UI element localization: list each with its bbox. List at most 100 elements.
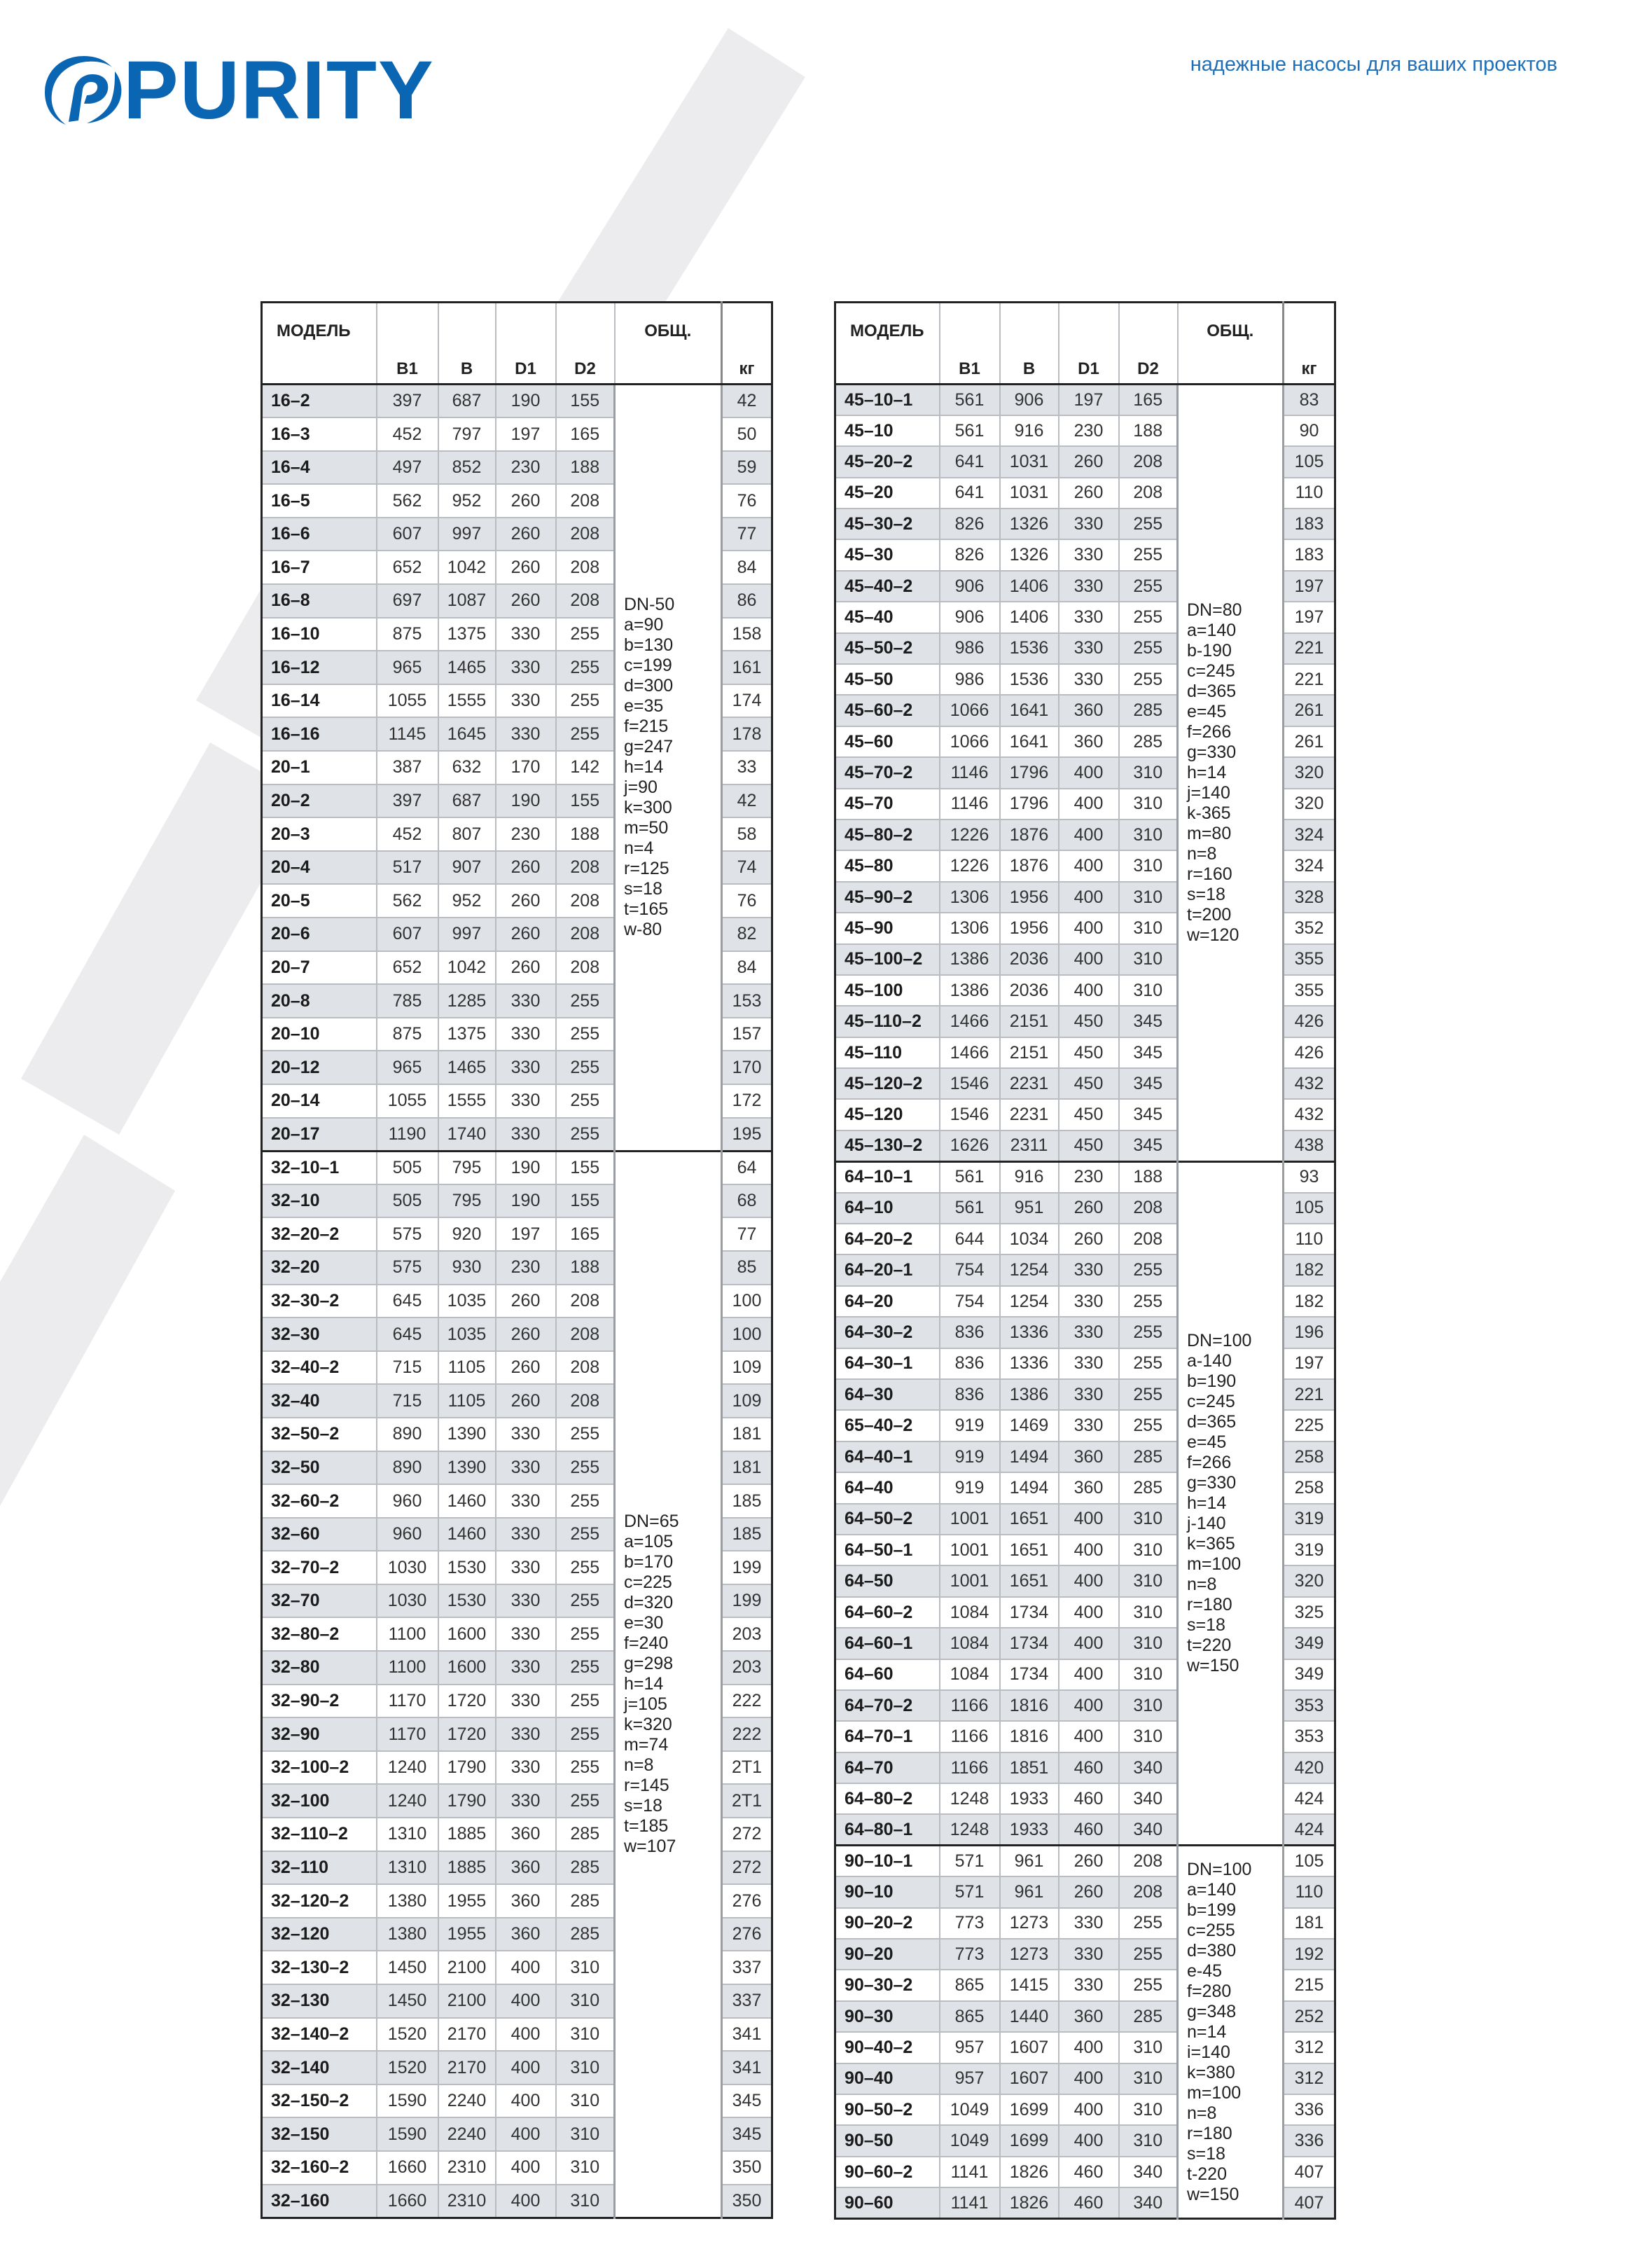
d2-cell: 345 xyxy=(1118,1098,1179,1131)
header-b1: B1 xyxy=(375,301,439,385)
b1-cell: 773 xyxy=(938,1938,1001,1971)
b-cell: 1826 xyxy=(999,2187,1059,2220)
d2-cell: 345 xyxy=(1118,1129,1179,1163)
d1-cell: 400 xyxy=(494,1950,557,1985)
d1-cell: 330 xyxy=(1057,1316,1120,1349)
weight-cell: 312 xyxy=(1282,2062,1336,2095)
d2-cell: 255 xyxy=(555,1783,616,1819)
d1-cell: 197 xyxy=(494,1217,557,1252)
d1-cell: 400 xyxy=(1057,850,1120,883)
weight-cell: 185 xyxy=(721,1516,773,1552)
model-cell: 16–14 xyxy=(260,683,377,719)
model-cell: 64–20–2 xyxy=(834,1223,940,1256)
spec-line: n=8 xyxy=(1187,1575,1217,1595)
b1-cell: 1450 xyxy=(375,1984,439,2019)
model-cell: 90–50–2 xyxy=(834,2093,940,2127)
spec-line: m=100 xyxy=(1187,2082,1242,2103)
d2-cell: 310 xyxy=(1118,1533,1179,1567)
weight-cell: 74 xyxy=(721,850,773,885)
model-cell: 64–70–2 xyxy=(834,1689,940,1722)
b-cell: 632 xyxy=(437,750,496,785)
table-row: 32–160 1660 2310 400 310 350 xyxy=(260,2183,773,2219)
b1-cell: 1466 xyxy=(938,1005,1001,1038)
model-cell: 20–7 xyxy=(260,950,377,986)
b1-cell: 1226 xyxy=(938,850,1001,883)
weight-cell: 183 xyxy=(1282,539,1336,572)
model-cell: 32–30 xyxy=(260,1317,377,1352)
table-row: 20–4 517 907 260 208 74 xyxy=(260,850,773,885)
weight-cell: 350 xyxy=(721,2150,773,2185)
d2-cell: 285 xyxy=(1118,1440,1179,1474)
b1-cell: 919 xyxy=(938,1472,1001,1505)
d1-cell: 400 xyxy=(1057,943,1120,976)
weight-cell: 276 xyxy=(721,1916,773,1952)
b1-cell: 906 xyxy=(938,569,1001,603)
model-cell: 32–160 xyxy=(260,2183,377,2219)
dimensions-table-right: МОДЕЛЬ B1 B D1 D2 ОБЩ. кг 45–10–1 561 906 197 165 DN… xyxy=(834,301,1336,2220)
b-cell: 1536 xyxy=(999,663,1059,696)
b-cell: 2170 xyxy=(437,2050,496,2085)
weight-cell: 407 xyxy=(1282,2155,1336,2189)
b-cell: 1273 xyxy=(999,1907,1059,1940)
d2-cell: 208 xyxy=(555,483,616,518)
d2-cell: 255 xyxy=(555,1650,616,1685)
header-model: МОДЕЛЬ xyxy=(834,301,940,385)
d2-cell: 255 xyxy=(555,1583,616,1619)
weight-cell: 420 xyxy=(1282,1751,1336,1785)
model-cell: 32–50 xyxy=(260,1450,377,1486)
b1-cell: 1166 xyxy=(938,1720,1001,1753)
d1-cell: 330 xyxy=(1057,663,1120,696)
table-row: 45–20 641 1031 260 208 110 xyxy=(834,476,1336,510)
spec-line: e=35 xyxy=(624,696,664,717)
model-cell: 32–60 xyxy=(260,1516,377,1552)
model-cell: 45–110–2 xyxy=(834,1005,940,1038)
weight-cell: 319 xyxy=(1282,1502,1336,1535)
b-cell: 1641 xyxy=(999,725,1059,759)
b-cell: 1460 xyxy=(437,1516,496,1552)
b-cell: 1285 xyxy=(437,983,496,1018)
logo-wordmark: PURITY xyxy=(123,44,435,137)
d2-cell: 208 xyxy=(1118,1223,1179,1256)
b1-cell: 1055 xyxy=(375,1083,439,1119)
weight-cell: 349 xyxy=(1282,1658,1336,1691)
b1-cell: 754 xyxy=(938,1285,1001,1318)
b-cell: 1699 xyxy=(999,2124,1059,2157)
b1-cell: 1066 xyxy=(938,725,1001,759)
d1-cell: 330 xyxy=(1057,1938,1120,1971)
weight-cell: 100 xyxy=(721,1317,773,1352)
table-row: 64–20–1 754 1254 330 255 182 xyxy=(834,1254,1336,1287)
b-cell: 1651 xyxy=(999,1533,1059,1567)
b-cell: 1816 xyxy=(999,1720,1059,1753)
weight-cell: 170 xyxy=(721,1050,773,1085)
d1-cell: 400 xyxy=(1057,1533,1120,1567)
b1-cell: 562 xyxy=(375,483,439,518)
d2-cell: 188 xyxy=(555,1250,616,1285)
model-cell: 45–60–2 xyxy=(834,694,940,727)
spec-line: DN=100 xyxy=(1187,1331,1252,1351)
b-cell: 1555 xyxy=(437,683,496,719)
b1-cell: 1049 xyxy=(938,2093,1001,2127)
b1-cell: 1084 xyxy=(938,1627,1001,1660)
d2-cell: 208 xyxy=(1118,1844,1179,1878)
table-row: 20–6 607 997 260 208 82 xyxy=(260,917,773,952)
header-kg: кг xyxy=(721,301,773,385)
spec-line: k=380 xyxy=(1187,2062,1235,2082)
table-row: 32–70 1030 1530 330 255 199 xyxy=(260,1583,773,1619)
b-cell: 952 xyxy=(437,883,496,918)
table-row: 45–10 561 916 230 188 90 xyxy=(834,414,1336,448)
d2-cell: 255 xyxy=(1118,601,1179,634)
model-cell: 32–30–2 xyxy=(260,1283,377,1319)
b1-cell: 1145 xyxy=(375,717,439,752)
model-cell: 32–70–2 xyxy=(260,1550,377,1585)
table-row: 65–40–2 919 1469 330 255 225 xyxy=(834,1409,1336,1442)
d1-cell: 260 xyxy=(1057,1191,1120,1225)
spec-line: a=140 xyxy=(1187,1879,1237,1900)
spec-line: w=120 xyxy=(1187,925,1239,945)
weight-cell: 225 xyxy=(1282,1409,1336,1442)
d2-cell: 310 xyxy=(1118,880,1179,914)
d2-cell: 208 xyxy=(555,1317,616,1352)
weight-cell: 215 xyxy=(1282,1969,1336,2002)
weight-cell: 353 xyxy=(1282,1720,1336,1753)
table-row: 45–80–2 1226 1876 400 310 324 xyxy=(834,818,1336,852)
table-row: 32–60–2 960 1460 330 255 185 xyxy=(260,1484,773,1519)
